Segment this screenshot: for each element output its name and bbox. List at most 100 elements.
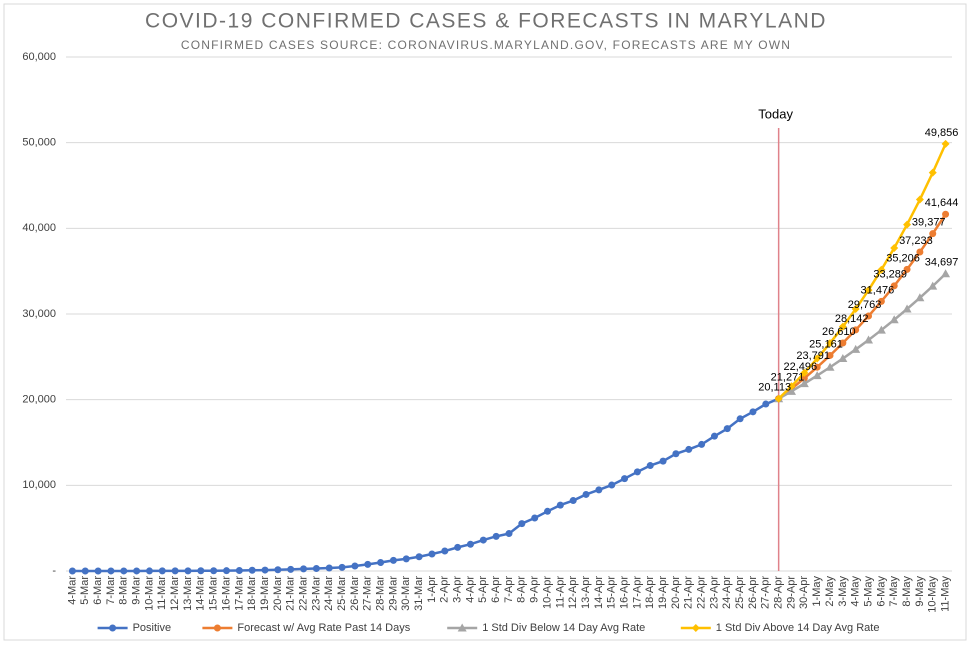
marker [903, 220, 912, 229]
x-tick-label: 17-Apr [631, 576, 643, 609]
x-tick-label: 11-Mar [156, 576, 168, 610]
marker [928, 281, 938, 290]
marker [633, 468, 641, 476]
marker [312, 565, 320, 573]
data-label: 22,496 [784, 361, 818, 373]
x-tick-label: 21-Apr [683, 576, 695, 609]
marker [942, 210, 950, 218]
marker [248, 566, 256, 574]
x-tick-label: 7-Apr [503, 576, 515, 603]
data-label: 29,763 [848, 299, 882, 311]
x-tick-label: 25-Apr [734, 576, 746, 609]
x-tick-label: 10-May [927, 576, 939, 613]
x-tick-label: 29-Mar [387, 576, 399, 611]
x-tick-label: 23-Apr [708, 576, 720, 609]
x-tick-label: 24-Mar [323, 576, 335, 611]
marker [903, 265, 911, 273]
x-tick-label: 16-Apr [618, 576, 630, 609]
data-label: 25,161 [809, 338, 843, 350]
x-tick-label: 14-Mar [195, 576, 207, 611]
marker [492, 532, 500, 540]
y-tick-label: 40,000 [22, 222, 56, 234]
x-tick-label: 18-Apr [644, 576, 656, 609]
marker [698, 440, 706, 448]
marker [941, 139, 950, 148]
marker [184, 567, 192, 575]
marker [171, 567, 179, 575]
x-tick-label: 30-Apr [798, 576, 810, 609]
data-label: 21,271 [771, 372, 805, 384]
marker [556, 501, 564, 509]
x-tick-label: 7-Mar [105, 576, 117, 605]
marker [710, 432, 718, 440]
marker [223, 567, 231, 575]
chart-title: COVID-19 CONFIRMED CASES & FORECASTS IN … [145, 10, 827, 33]
x-tick-label: 29-Apr [785, 576, 797, 609]
x-tick-label: 12-Mar [169, 576, 181, 611]
data-label: 26,610 [822, 326, 856, 338]
x-tick-label: 22-Apr [696, 576, 708, 609]
x-tick-label: 31-Mar [413, 576, 425, 611]
marker [864, 335, 874, 344]
marker [120, 567, 128, 575]
x-tick-label: 4-May [850, 576, 862, 607]
x-tick-label: 23-Mar [310, 576, 322, 611]
data-label: 28,142 [835, 313, 869, 325]
x-tick-label: 28-Mar [375, 576, 387, 611]
marker [145, 567, 153, 575]
legend-label: 1 Std Div Below 14 Day Avg Rate [482, 622, 645, 634]
marker [852, 326, 860, 334]
data-label: 49,856 [925, 127, 959, 139]
x-tick-label: 1-May [811, 576, 823, 607]
x-tick-label: 5-Apr [477, 576, 489, 603]
x-tick-label: 6-May [875, 576, 887, 607]
x-tick-label: 19-Mar [259, 576, 271, 611]
marker [109, 624, 117, 632]
marker [787, 382, 796, 391]
marker [351, 562, 359, 570]
data-label: 23,791 [796, 350, 830, 362]
marker [839, 339, 847, 347]
x-tick-label: 8-May [901, 576, 913, 607]
marker [235, 567, 243, 575]
marker [876, 325, 886, 334]
marker [826, 351, 834, 359]
x-tick-label: 6-Mar [92, 576, 104, 605]
y-tick-label: 60,000 [22, 51, 56, 63]
marker [300, 565, 308, 573]
marker [838, 322, 847, 331]
marker [94, 567, 102, 575]
marker [799, 379, 809, 388]
data-label: 37,233 [899, 235, 933, 247]
series-line [777, 143, 947, 400]
marker [466, 540, 474, 548]
marker [261, 566, 269, 574]
marker [479, 536, 487, 544]
series-markers [68, 395, 783, 575]
marker [826, 339, 835, 348]
marker [544, 507, 552, 515]
marker [928, 168, 937, 177]
marker [582, 490, 590, 498]
x-tick-label: 3-May [837, 576, 849, 607]
x-tick-label: 24-Apr [721, 576, 733, 609]
marker [505, 530, 513, 538]
x-tick-label: 11-Apr [554, 576, 566, 609]
legend-label: 1 Std Div Above 14 Day Avg Rate [716, 622, 880, 634]
marker [338, 563, 346, 571]
marker [646, 462, 654, 470]
x-tick-label: 5-Mar [79, 576, 91, 605]
x-tick-label: 2-Apr [439, 576, 451, 603]
marker [672, 450, 680, 458]
x-tick-label: 3-Apr [452, 576, 464, 603]
legend-label: Positive [133, 622, 172, 634]
x-tick-label: 2-May [824, 576, 836, 607]
marker [402, 555, 410, 563]
marker [608, 481, 616, 489]
marker [838, 354, 848, 363]
x-tick-label: 14-Apr [593, 576, 605, 609]
x-tick-label: 10-Apr [541, 576, 553, 609]
x-tick-label: 13-Mar [182, 576, 194, 611]
marker [851, 344, 861, 353]
x-tick-label: 9-May [914, 576, 926, 607]
